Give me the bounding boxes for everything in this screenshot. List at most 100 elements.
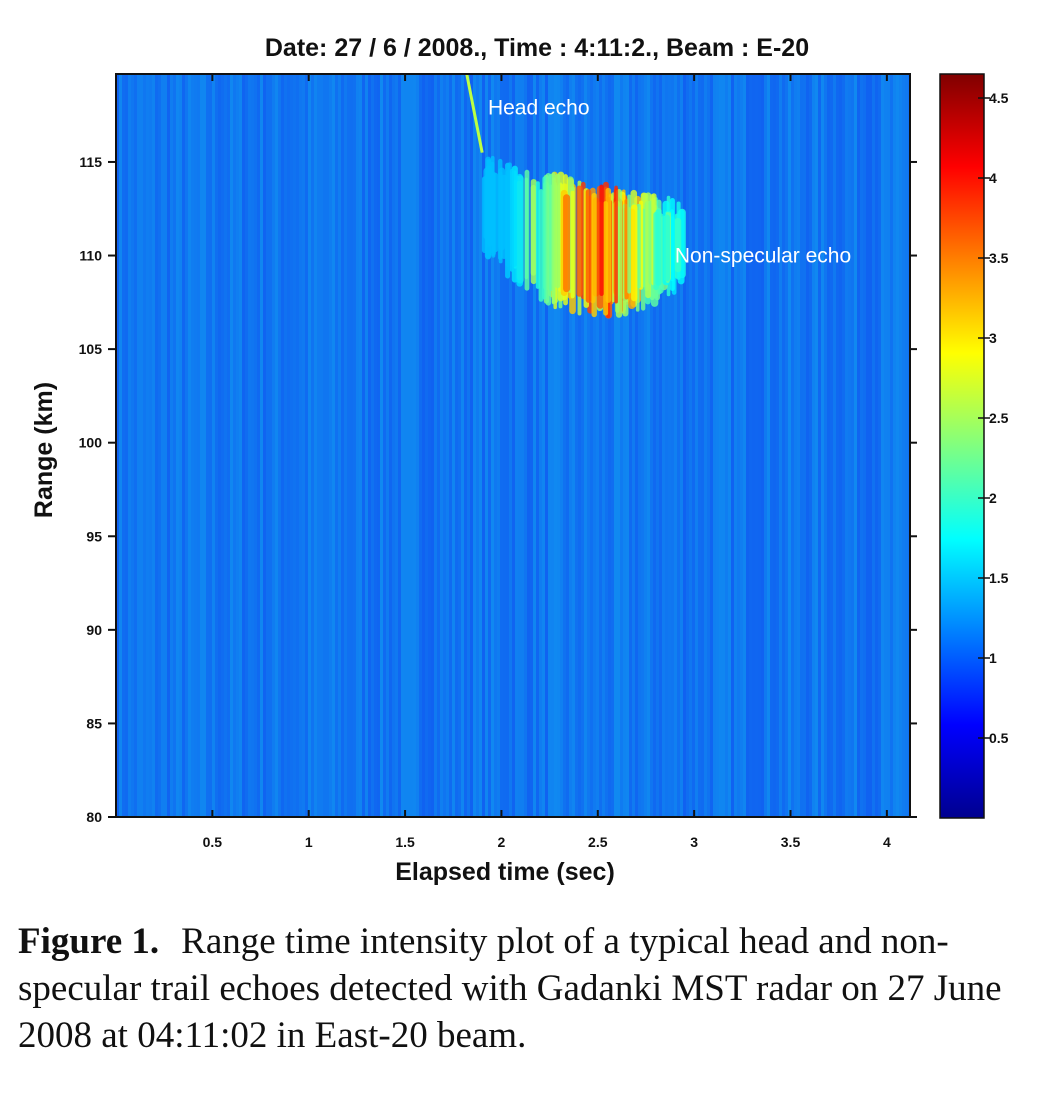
background-streak [122,74,125,817]
background-streak [365,74,368,817]
background-streak [206,74,209,817]
background-streak [584,74,587,817]
background-streak [302,74,305,817]
background-streak [791,74,794,817]
background-streak [557,74,560,817]
background-streak [197,74,200,817]
background-streak [380,74,383,817]
background-streak [221,74,224,817]
background-streak [152,74,155,817]
background-streak [752,74,755,817]
background-streak [356,74,359,817]
background-streak [443,74,446,817]
background-streak [857,74,860,817]
background-streak [734,74,737,817]
background-streak [299,74,302,817]
background-streak [386,74,389,817]
background-streak [764,74,767,817]
colorbar-tick-label: 3.5 [989,250,1009,266]
background-streak [620,74,623,817]
background-streak [788,74,791,817]
background-streak [743,74,746,817]
background-streak [251,74,254,817]
x-tick-label: 0.5 [203,834,223,850]
background-streak [581,74,584,817]
background-streak [572,74,575,817]
background-streak [164,74,167,817]
background-streak [308,74,311,817]
background-streak [530,74,533,817]
colorbar: 0.5 1 1.5 2 2.5 3 3.5 4 4.5 [939,73,1009,819]
background-streak [653,74,656,817]
background-streak [704,74,707,817]
background-streak [800,74,803,817]
background-streak [509,74,512,817]
background-streak [338,74,341,817]
background-streak [656,74,659,817]
echo-streak [524,169,530,291]
background-streak [737,74,740,817]
background-streak [131,74,134,817]
x-tick-label: 2.5 [588,834,608,850]
background-streak [563,74,566,817]
background-streak [404,74,407,817]
background-streak [866,74,869,817]
background-streak [878,74,881,817]
background-streak [638,74,641,817]
background-streak [836,74,839,817]
colorbar-tick-label: 4 [989,170,997,186]
background-streak [260,74,263,817]
background-streak [485,74,488,817]
background-streak [437,74,440,817]
background-streak [323,74,326,817]
echo-streak [576,185,583,297]
background-streak [701,74,704,817]
background-streak [146,74,149,817]
background-streak [590,74,593,817]
background-streak [326,74,329,817]
background-streak [887,74,890,817]
background-streak [644,74,647,817]
echo-streak [599,184,604,297]
background-streak [611,74,614,817]
y-tick-label: 95 [86,528,102,544]
background-streak [311,74,314,817]
colorbar-gradient [939,73,985,819]
background-streak [641,74,644,817]
x-tick-label: 3 [690,834,698,850]
background-streak [896,74,899,817]
background-streak [623,74,626,817]
background-streak [536,74,539,817]
background-streak [518,74,521,817]
background-streak [155,74,158,817]
background-streak [359,74,362,817]
background-streak [134,74,137,817]
background-streak [863,74,866,817]
echo-streak [603,201,609,316]
background-streak [842,74,845,817]
background-streak [902,74,905,817]
background-streak [305,74,308,817]
background-streak [227,74,230,817]
background-streak [467,74,470,817]
background-streak [410,74,413,817]
annotation-label: Non-specular echo [675,245,851,268]
background-streak [593,74,596,817]
background-streak [587,74,590,817]
background-streak [521,74,524,817]
background-streak [776,74,779,817]
background-streak [242,74,245,817]
background-streak [473,74,476,817]
background-streak [710,74,713,817]
background-streak [881,74,884,817]
colorbar-tick-label: 1.5 [989,570,1009,586]
background-streak [431,74,434,817]
background-streak [284,74,287,817]
background-streak [614,74,617,817]
background-streak [296,74,299,817]
background-streak [725,74,728,817]
echo-streak [585,189,592,303]
background-streak [515,74,518,817]
colorbar-tick-label: 4.5 [989,90,1009,106]
background-streak [200,74,203,817]
